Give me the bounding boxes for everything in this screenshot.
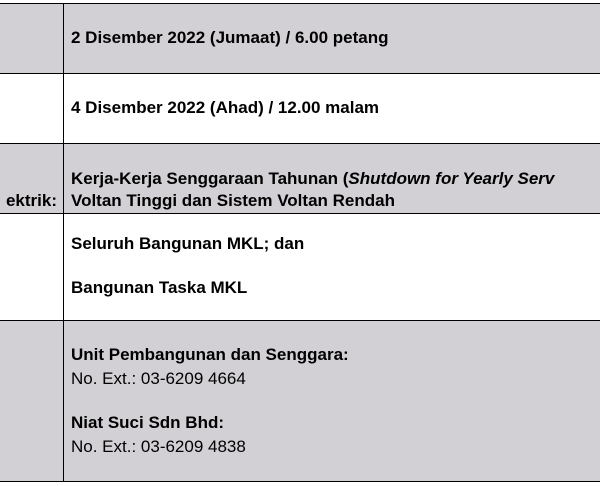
work-label: ektrik: (5, 191, 57, 210)
contact-name: Unit Pembangunan dan Senggara: (71, 345, 349, 364)
location-line-2: Bangunan Taska MKL (71, 278, 248, 297)
contact-name: Niat Suci Sdn Bhd: (71, 413, 224, 432)
row-work-description: ektrik: Kerja-Kerja Senggaraan Tahunan (… (0, 144, 600, 214)
work-line-1-italic: Shutdown for Yearly Serv (348, 169, 555, 188)
contact-ext: No. Ext.: 03-6209 4664 (71, 369, 246, 388)
start-date-value: 2 Disember 2022 (Jumaat) / 6.00 petang (71, 28, 389, 47)
row-end-date: 4 Disember 2022 (Ahad) / 12.00 malam (0, 74, 600, 144)
work-line-1: Kerja-Kerja Senggaraan Tahunan (Shutdown… (71, 168, 554, 190)
location-line-1: Seluruh Bangunan MKL; dan (71, 234, 305, 253)
row-contacts: Unit Pembangunan dan Senggara: No. Ext.:… (0, 321, 600, 482)
table-top-border (0, 3, 600, 4)
end-date-value: 4 Disember 2022 (Ahad) / 12.00 malam (71, 98, 380, 117)
contact-ext: No. Ext.: 03-6209 4838 (71, 437, 246, 456)
row-location: Seluruh Bangunan MKL; dan Bangunan Taska… (0, 214, 600, 321)
work-line-2: Voltan Tinggi dan Sistem Voltan Rendah (71, 191, 395, 210)
column-divider (63, 3, 64, 482)
work-line-1-text: Kerja-Kerja Senggaraan Tahunan ( (71, 169, 349, 188)
row-start-date: 2 Disember 2022 (Jumaat) / 6.00 petang (0, 4, 600, 74)
